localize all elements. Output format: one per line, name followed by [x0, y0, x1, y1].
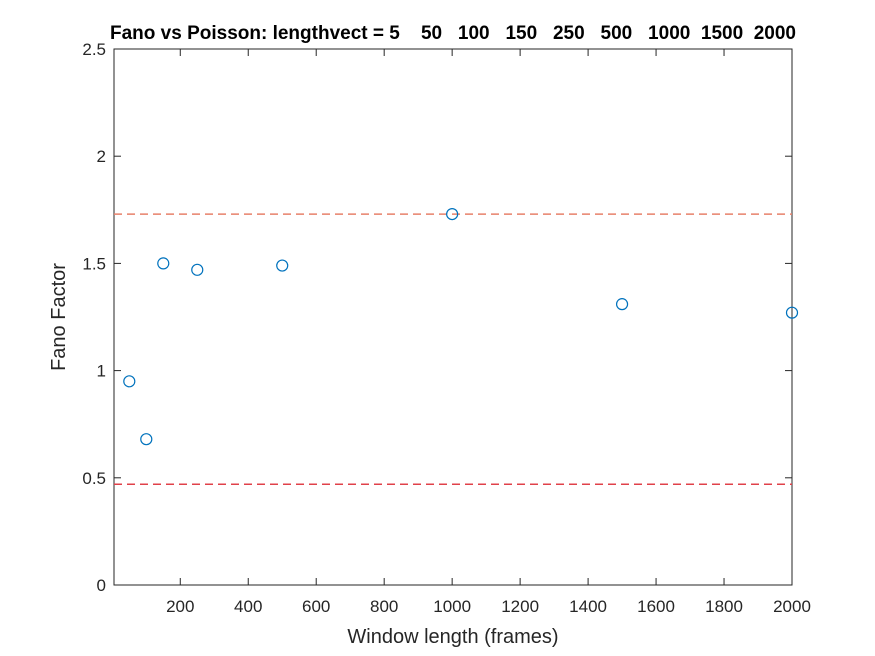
y-tick-label: 1.5: [82, 254, 106, 273]
data-point: [446, 207, 459, 221]
data-point: [615, 298, 629, 311]
y-tick-label: 1: [97, 362, 106, 381]
chart-title: Fano vs Poisson: lengthvect = 5 50 100 1…: [110, 23, 796, 44]
x-axis-label: Window length (frames): [347, 626, 558, 648]
x-tick-label: 2000: [773, 597, 811, 616]
y-tick-label: 0.5: [82, 469, 106, 488]
data-point: [191, 263, 204, 276]
y-tick-label: 2: [97, 147, 106, 166]
data-point: [123, 375, 136, 388]
x-tick-label: 1600: [637, 597, 675, 616]
data-point: [276, 259, 289, 272]
x-tick-label: 400: [234, 597, 262, 616]
data-point: [785, 306, 799, 319]
x-tick-label: 800: [370, 597, 398, 616]
plot-area: 200 400 600 800 1000 1200 1400 1600 1800 2000 0 0.5…: [82, 40, 811, 616]
data-point: [140, 433, 153, 446]
y-axis-label: Fano Factor: [48, 263, 70, 371]
x-tick-label: 200: [166, 597, 194, 616]
x-tick-label: 1400: [569, 597, 607, 616]
x-tick-label: 1200: [501, 597, 539, 616]
axes-box: [113, 48, 793, 586]
x-tick-label: 1800: [705, 597, 743, 616]
y-tick-label: 2.5: [82, 40, 106, 59]
x-tick-label: 600: [302, 597, 330, 616]
data-point: [157, 257, 170, 270]
x-tick-label: 1000: [433, 597, 471, 616]
y-tick-label: 0: [97, 576, 106, 595]
